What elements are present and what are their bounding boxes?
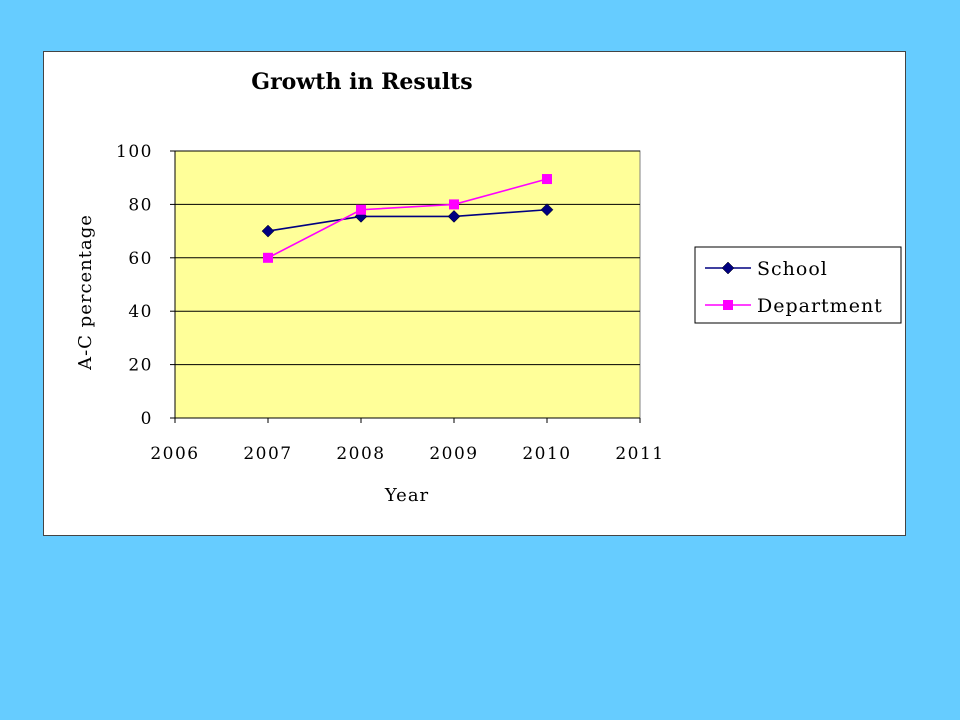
data-point-department <box>356 204 366 215</box>
x-tick-label: 2006 <box>150 444 199 464</box>
x-tick-label: 2009 <box>429 444 478 464</box>
x-tick-label: 2011 <box>615 444 664 464</box>
chart-frame: Growth in Results 2006 2007 2008 2009 2010 20… <box>43 51 906 536</box>
legend-box <box>694 246 902 324</box>
data-point-department <box>542 174 552 185</box>
data-point-school <box>447 210 461 223</box>
data-point-department <box>449 199 459 210</box>
y-axis-label: A-C percentage <box>75 214 96 371</box>
data-point-department <box>263 252 273 263</box>
series-department <box>263 174 552 263</box>
data-point-school <box>721 261 735 275</box>
data-point-school <box>261 224 275 238</box>
chart-title: Growth in Results <box>251 69 472 95</box>
data-point-department <box>723 300 733 310</box>
legend-entry-school: School <box>705 258 828 280</box>
y-tick-label: 40 <box>128 302 153 322</box>
legend-label: School <box>757 258 828 280</box>
x-tick-label: 2007 <box>243 444 292 464</box>
series-line-school <box>267 208 548 232</box>
gridlines <box>175 150 640 366</box>
y-tick-label: 20 <box>128 356 153 376</box>
x-axis-label: Year <box>384 485 429 506</box>
plot-area <box>174 150 641 419</box>
legend-entry-department: Department <box>705 295 883 317</box>
legend: School Department <box>694 246 902 324</box>
series-layer <box>261 174 554 263</box>
series-line-department <box>267 178 548 259</box>
y-tick-label: 80 <box>128 195 153 215</box>
y-tick-labels: 0 20 40 60 80 100 <box>116 142 153 429</box>
y-tick-label: 60 <box>128 249 153 269</box>
y-tick-label: 0 <box>141 409 153 429</box>
data-point-school <box>540 203 554 217</box>
x-tick-label: 2008 <box>336 444 385 464</box>
legend-label: Department <box>757 295 883 317</box>
x-tick-labels: 2006 2007 2008 2009 2010 2011 <box>150 444 664 464</box>
y-tick-label: 100 <box>116 142 153 162</box>
axes <box>170 150 641 423</box>
line-chart: Growth in Results 2006 2007 2008 2009 2010 20… <box>75 69 902 506</box>
x-tick-label: 2010 <box>522 444 571 464</box>
